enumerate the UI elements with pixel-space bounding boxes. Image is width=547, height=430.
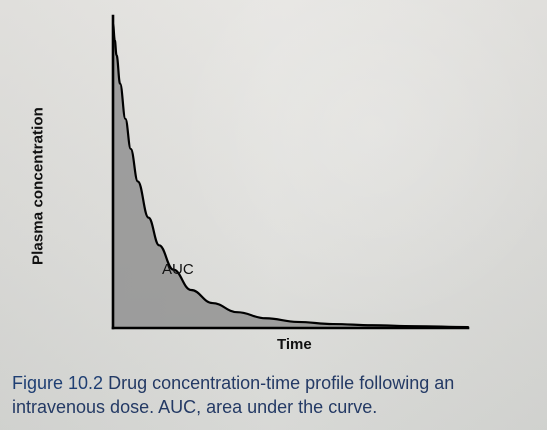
figure-caption: Figure 10.2 Drug concentration-time prof… — [12, 371, 532, 419]
auc-area — [113, 24, 468, 328]
auc-annotation: AUC — [162, 261, 194, 278]
concentration-curve — [111, 22, 470, 329]
x-axis-label: Time — [277, 336, 312, 353]
y-axis-label: Plasma concentration — [29, 107, 47, 265]
caption-text: Drug concentration-time profile followin… — [12, 373, 455, 417]
figure-number: Figure 10.2 — [12, 373, 104, 393]
